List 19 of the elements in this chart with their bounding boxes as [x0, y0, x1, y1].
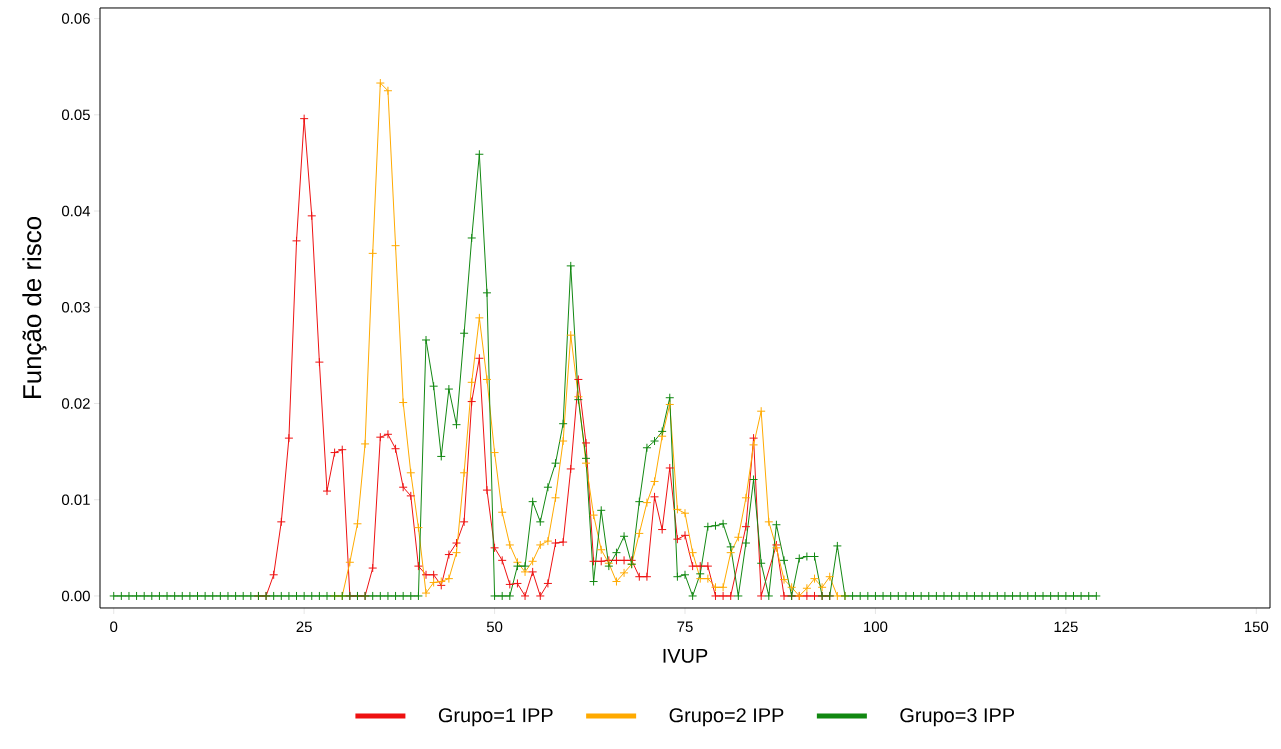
x-tick-label: 150: [1244, 621, 1269, 633]
x-tick-label: 0: [110, 621, 118, 633]
y-tick-label: 0.01: [61, 494, 90, 506]
y-tick-label: 0.06: [61, 13, 90, 24]
y-axis-title: Função de risco: [22, 216, 47, 399]
legend-label: Grupo=2 IPP: [669, 708, 784, 727]
x-tick-label: 25: [296, 621, 312, 633]
x-tick-label: 75: [677, 621, 693, 632]
y-tick-label: 0.00: [61, 590, 90, 602]
legend-label: Grupo=1 IPP: [438, 708, 553, 727]
y-tick-label: 0.02: [61, 398, 90, 409]
x-tick-label: 125: [1054, 621, 1078, 633]
x-tick-label: 50: [486, 621, 503, 633]
y-tick-label: 0.03: [61, 301, 90, 313]
y-tick-label: 0.04: [61, 205, 91, 217]
legend-label: Grupo=3 IPP: [900, 708, 1015, 727]
x-axis-title: IVUP: [663, 648, 708, 663]
y-tick-label: 0.05: [61, 109, 90, 121]
x-tick-label: 100: [864, 621, 888, 633]
